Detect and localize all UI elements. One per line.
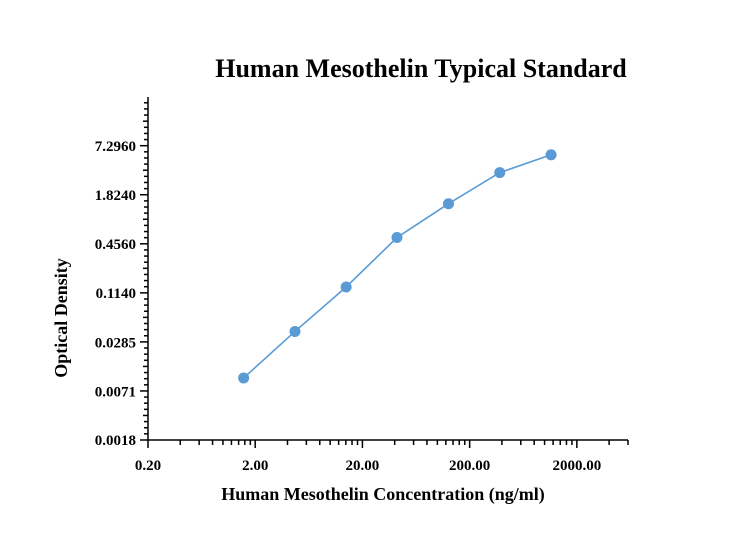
data-point — [289, 325, 301, 337]
x-tick-label: 2.00 — [242, 458, 268, 474]
y-tick-label: 0.1140 — [96, 286, 136, 302]
x-tick-label: 0.20 — [135, 458, 161, 474]
data-point — [238, 372, 250, 384]
series-line — [243, 154, 552, 379]
chart-title: Human Mesothelin Typical Standard — [215, 54, 627, 83]
axes — [147, 97, 628, 441]
y-tick-label: 7.2960 — [95, 139, 136, 155]
y-tick-label: 0.0018 — [95, 433, 136, 449]
y-axis-label: Optical Density — [51, 258, 71, 378]
x-axis-ticks: 0.20 2.00 20.00 200.00 2000.00 — [135, 440, 629, 474]
y-axis-ticks: 0.0018 0.0071 0.0285 0.1140 0.4560 1.8240 7.29… — [95, 102, 148, 449]
y-tick-label: 0.0071 — [95, 384, 136, 400]
data-point — [442, 198, 454, 210]
data-series — [238, 149, 557, 384]
y-tick-label: 1.8240 — [95, 188, 136, 204]
data-point — [494, 167, 506, 179]
x-tick-label: 2000.00 — [552, 458, 601, 474]
x-tick-label: 200.00 — [449, 458, 490, 474]
y-tick-label: 0.4560 — [95, 237, 136, 253]
x-axis-label: Human Mesothelin Concentration (ng/ml) — [221, 484, 545, 505]
y-tick-label: 0.0285 — [95, 335, 136, 351]
x-tick-label: 20.00 — [346, 458, 380, 474]
data-point — [340, 281, 352, 293]
data-point — [391, 232, 403, 244]
data-point — [545, 149, 557, 161]
